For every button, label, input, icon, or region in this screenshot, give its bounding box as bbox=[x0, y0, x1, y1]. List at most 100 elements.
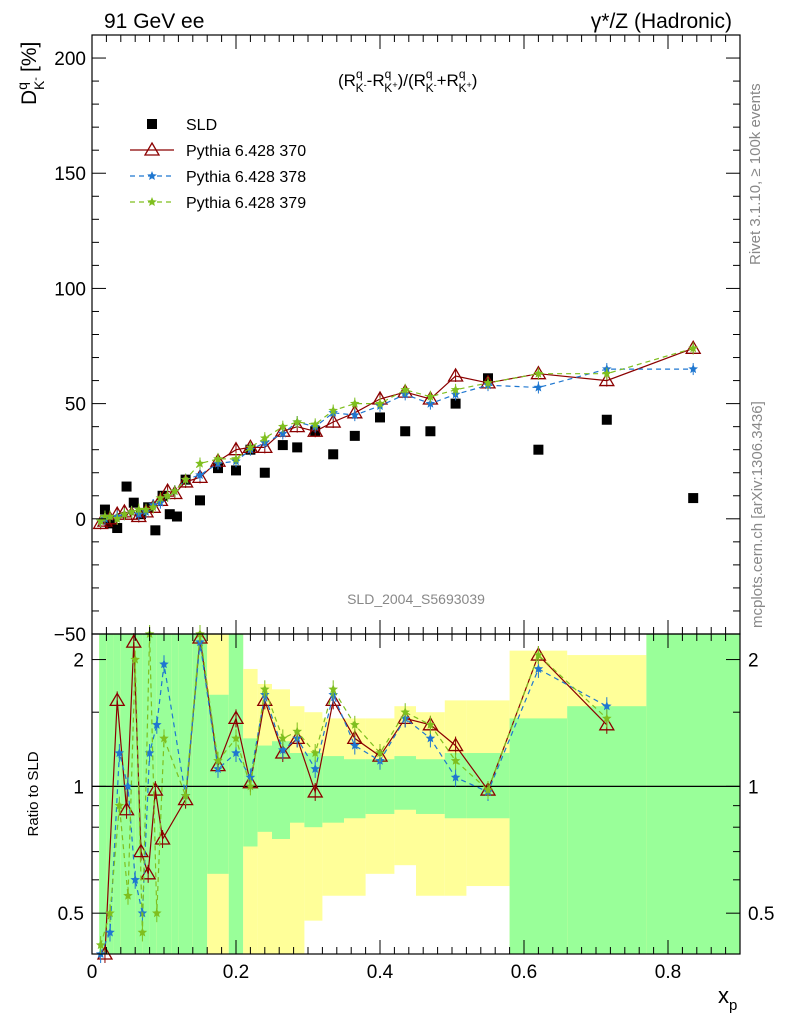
sld-data-point bbox=[112, 523, 123, 534]
green-band bbox=[257, 745, 272, 832]
ratio-point bbox=[400, 707, 410, 717]
series-line bbox=[100, 347, 694, 524]
series-point bbox=[292, 417, 302, 427]
ratio-point bbox=[123, 781, 133, 791]
sld-data-point bbox=[277, 440, 288, 451]
green-band bbox=[394, 756, 416, 810]
ratio-series-group bbox=[95, 625, 615, 963]
sld-data-point bbox=[533, 444, 544, 455]
ratio-point bbox=[602, 713, 612, 723]
legend: SLD Pythia 6.428 370 Pythia 6.428 378 Pythi… bbox=[130, 117, 306, 212]
sld-data-point bbox=[128, 497, 139, 508]
ratio-y-ticks: 2 2 1 1 0.5 0.5 bbox=[58, 651, 775, 926]
series-point bbox=[425, 398, 436, 408]
ratio-point bbox=[105, 927, 115, 937]
legend-label: Pythia 6.428 378 bbox=[186, 169, 306, 186]
ratio-tick-label-right: 0.5 bbox=[748, 904, 774, 925]
sld-data-point bbox=[150, 525, 161, 536]
legend-marker-sld bbox=[147, 119, 157, 129]
series-point bbox=[688, 364, 698, 374]
green-band bbox=[207, 694, 229, 874]
x-tick-label: 0.6 bbox=[511, 962, 537, 983]
series-point bbox=[350, 398, 360, 408]
series-point bbox=[245, 442, 256, 452]
series-point bbox=[134, 504, 144, 514]
series-point bbox=[177, 473, 194, 488]
series-point bbox=[95, 516, 106, 526]
series-point bbox=[278, 421, 288, 431]
ratio-point bbox=[159, 659, 169, 669]
sld-data-point bbox=[164, 509, 175, 520]
series-point bbox=[260, 433, 270, 443]
green-band bbox=[156, 634, 164, 954]
series-point bbox=[533, 368, 544, 378]
ratio-point bbox=[245, 781, 256, 791]
ratio-point bbox=[256, 692, 273, 707]
series-point bbox=[155, 493, 166, 503]
mcplots-reference-label: mcplots.cern.ch [arXiv:1306.3436] bbox=[749, 401, 766, 628]
ratio-point bbox=[328, 684, 338, 694]
green-band bbox=[304, 753, 323, 828]
series-point bbox=[598, 372, 615, 387]
series-line bbox=[100, 347, 694, 522]
green-band bbox=[164, 634, 172, 954]
ratio-point bbox=[213, 755, 223, 765]
green-band bbox=[646, 634, 740, 954]
ratio-y-label: Ratio to SLD bbox=[25, 751, 42, 836]
series-point bbox=[231, 453, 241, 463]
series-point bbox=[170, 486, 180, 496]
sld-data-point bbox=[231, 465, 241, 476]
ratio-point bbox=[95, 940, 106, 950]
sld-data-point bbox=[349, 430, 360, 441]
ratio-point bbox=[325, 692, 342, 707]
green-band bbox=[567, 706, 647, 954]
main-y-tick-label: −50 bbox=[54, 625, 86, 646]
sld-data-point bbox=[601, 414, 612, 425]
ratio-point bbox=[260, 684, 270, 694]
green-band bbox=[344, 759, 366, 819]
ratio-point bbox=[307, 783, 324, 798]
ratio-point bbox=[245, 772, 256, 782]
legend-label: SLD bbox=[186, 117, 217, 134]
ratio-point bbox=[152, 719, 162, 729]
x-tick-label: 0.4 bbox=[367, 962, 394, 983]
series-point bbox=[162, 490, 173, 500]
series-point bbox=[166, 485, 183, 500]
ratio-tick-label-left: 1 bbox=[73, 777, 84, 798]
main-series-group bbox=[92, 340, 702, 536]
green-band bbox=[509, 718, 568, 954]
ratio-series-line bbox=[100, 633, 608, 946]
svg-text:(RqK--RqK+)/(RqK-+RqK+): (Rq K--Rq K+)/(Rq K-+Rq K+) bbox=[338, 67, 477, 95]
legend-marker bbox=[147, 171, 157, 180]
ratio-point bbox=[375, 748, 385, 758]
ratio-point bbox=[144, 748, 155, 758]
ratio-tick-label-right: 1 bbox=[748, 777, 759, 798]
sld-data-point bbox=[450, 398, 461, 409]
sld-data-point bbox=[143, 502, 154, 513]
y-label-unit: [%] bbox=[18, 42, 41, 72]
ratio-point bbox=[114, 800, 125, 810]
series-point bbox=[195, 470, 205, 480]
series-point bbox=[307, 422, 324, 437]
ratio-point bbox=[602, 701, 612, 711]
series-point bbox=[112, 513, 122, 523]
series-point bbox=[256, 439, 273, 454]
series-point bbox=[213, 453, 223, 463]
main-y-tick-label: 50 bbox=[65, 395, 86, 416]
green-band bbox=[290, 753, 305, 823]
main-y-tick-label: 0 bbox=[75, 510, 86, 531]
green-band bbox=[322, 756, 344, 823]
ratio-point bbox=[109, 692, 126, 707]
ratio-point bbox=[231, 748, 241, 758]
sld-data-point bbox=[292, 442, 303, 453]
main-y-tick-label: 150 bbox=[54, 164, 86, 185]
y-label-super: q bbox=[14, 82, 30, 90]
ratio-point bbox=[533, 650, 544, 660]
ratio-point bbox=[350, 719, 360, 729]
ratio-point bbox=[310, 763, 320, 773]
series-point bbox=[447, 367, 464, 382]
ratio-point bbox=[450, 755, 461, 765]
x-tick-label: 0.2 bbox=[223, 962, 249, 983]
ratio-point bbox=[130, 654, 140, 664]
green-band bbox=[171, 634, 179, 954]
